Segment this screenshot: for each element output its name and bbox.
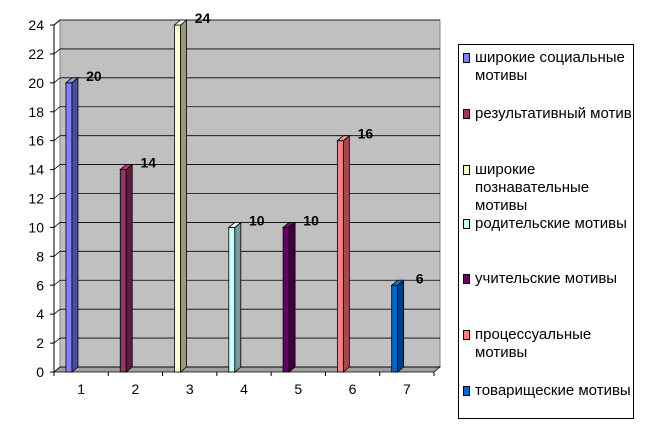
legend-label: процессуальные мотивы	[475, 326, 592, 361]
bar	[119, 163, 134, 373]
legend-swatch	[463, 274, 470, 284]
y-tick-label: 0	[36, 364, 44, 380]
gridline-side	[53, 308, 61, 315]
gridline-side	[53, 222, 61, 228]
x-tick-label: 6	[349, 381, 357, 397]
gridline-side	[53, 279, 61, 286]
bar-top	[281, 222, 297, 228]
gridline-side	[53, 135, 61, 141]
legend-swatch	[463, 53, 470, 63]
bar	[173, 19, 188, 373]
data-label: 24	[195, 10, 211, 26]
legend-label: результативный мотив	[475, 105, 632, 122]
legend-swatch	[463, 386, 470, 396]
bar	[390, 279, 405, 373]
x-tick-label: 4	[240, 381, 248, 397]
bar-front	[65, 82, 73, 373]
bar-top	[173, 19, 188, 26]
bar-side	[397, 279, 405, 373]
legend-item: товарищеские мотивы	[463, 382, 635, 400]
y-tick-label: 6	[36, 277, 44, 293]
legend-swatch	[463, 330, 470, 340]
y-tick-label: 18	[28, 104, 44, 120]
data-label: 14	[140, 155, 156, 171]
bar	[64, 76, 80, 373]
y-tick-label: 20	[28, 75, 44, 91]
bars	[64, 19, 405, 373]
legend-label: товарищеские мотивы	[475, 382, 631, 399]
legend-item: учительские мотивы	[463, 270, 635, 288]
y-tick-label: 10	[28, 219, 44, 235]
data-labels: 20 14 24 10 10 16 6	[86, 10, 424, 286]
legend-item: широкие познавательные мотивы	[463, 161, 635, 215]
bar-top	[227, 222, 242, 228]
plot-area	[52, 19, 442, 373]
gridline-side	[53, 251, 61, 257]
x-tick-label: 3	[186, 381, 194, 397]
y-tick-label: 24	[28, 17, 44, 33]
legend-item: результативный мотив	[463, 105, 635, 123]
legend: широкие социальные мотивы результативный…	[458, 44, 634, 419]
bar-top	[64, 77, 80, 84]
bar-side	[180, 19, 187, 373]
bar-side	[71, 76, 79, 373]
legend-label: родительские мотивы	[475, 215, 627, 232]
x-tick-label: 5	[294, 381, 302, 397]
y-tick-label: 22	[28, 46, 44, 62]
gridline-side	[53, 48, 61, 55]
bar-side	[342, 134, 350, 373]
bar	[227, 221, 242, 373]
legend-label: учительские мотивы	[475, 270, 618, 287]
bar-side	[234, 221, 242, 373]
gridline-side	[53, 164, 61, 170]
bar-side	[288, 221, 296, 373]
legend-item: родительские мотивы	[463, 215, 635, 233]
legend-item: процессуальные мотивы	[463, 326, 635, 362]
legend-swatch	[463, 219, 470, 229]
x-tick-label: 1	[77, 381, 85, 397]
bar-front	[391, 284, 399, 373]
bar-side	[125, 163, 133, 373]
legend-swatch	[463, 165, 470, 175]
bar-front	[174, 24, 181, 373]
data-label: 16	[358, 126, 374, 142]
bar-top	[336, 135, 351, 142]
y-axis-top	[53, 19, 61, 26]
legend-label: широкие познавательные мотивы	[475, 161, 590, 214]
legend-item: широкие социальные мотивы	[463, 49, 635, 85]
bar	[281, 221, 297, 373]
legend-label: широкие социальные мотивы	[475, 49, 625, 84]
gridline-side	[53, 337, 61, 344]
y-tick-label: 14	[28, 162, 44, 178]
data-label: 20	[86, 68, 102, 84]
data-label: 10	[249, 212, 265, 228]
y-tick-label: 8	[36, 248, 44, 264]
bar-front	[228, 227, 236, 373]
bar-front	[119, 169, 127, 373]
y-tick-label: 2	[36, 335, 44, 351]
bar-top	[119, 164, 134, 170]
bar-front	[336, 140, 344, 373]
x-tick-label: 2	[132, 381, 140, 397]
y-tick-label: 16	[28, 133, 44, 149]
bar-top	[390, 279, 405, 286]
x-axis-ticks: 1 2 3 4 5 6 7	[53, 372, 435, 397]
gridline-side	[53, 77, 61, 84]
bar-front	[282, 227, 290, 373]
legend-swatch	[463, 109, 470, 119]
y-tick-label: 12	[28, 191, 44, 207]
bar	[336, 134, 351, 373]
x-tick-label: 7	[403, 381, 411, 397]
gridline-side	[53, 366, 61, 373]
gridline-side	[53, 193, 61, 199]
data-label: 10	[303, 212, 319, 228]
plot-floor	[52, 366, 442, 373]
gridline-side	[53, 106, 61, 113]
data-label: 6	[416, 270, 424, 286]
y-tick-label: 4	[36, 306, 44, 322]
